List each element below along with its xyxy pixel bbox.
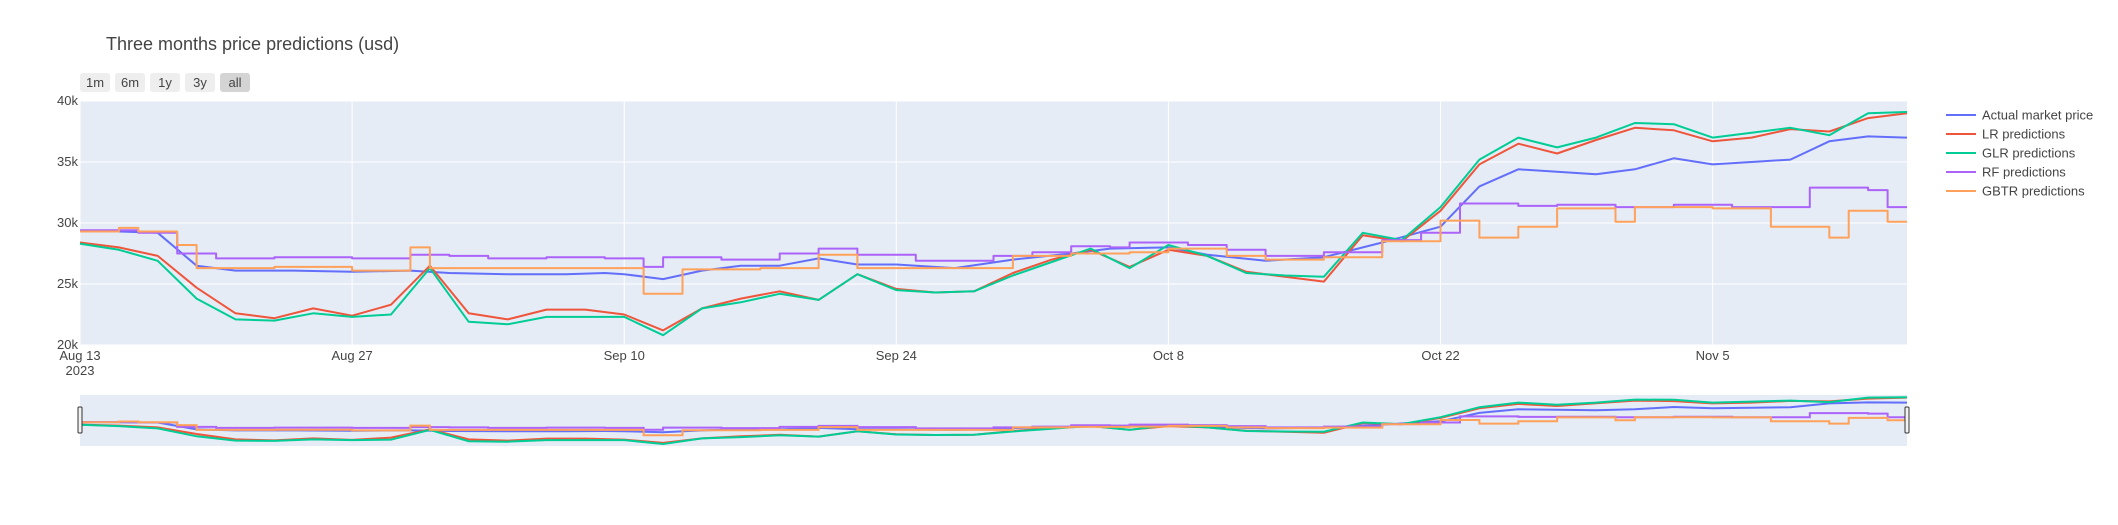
series-line-glr-predictions[interactable] bbox=[80, 111, 1907, 337]
legend-label: GLR predictions bbox=[1982, 146, 2076, 161]
y-tick-label: 25k bbox=[57, 276, 78, 291]
range-button-label: 1y bbox=[158, 75, 172, 90]
series-line-lr-predictions[interactable] bbox=[80, 112, 1907, 332]
range-button-6m[interactable]: 6m bbox=[115, 73, 145, 92]
x-tick-label: Nov 5 bbox=[1696, 348, 1730, 363]
x-tick-label: Aug 27 bbox=[332, 348, 373, 363]
series-line-gbtr-predictions[interactable] bbox=[80, 206, 1907, 295]
legend-label: RF predictions bbox=[1982, 165, 2066, 180]
series-layer bbox=[80, 111, 1907, 337]
x-tick-sublabel: 2023 bbox=[66, 363, 95, 378]
legend-item-glr-predictions[interactable]: GLR predictions bbox=[1946, 146, 2076, 161]
range-button-label: all bbox=[228, 75, 241, 90]
legend-item-actual-market-price[interactable]: Actual market price bbox=[1946, 108, 2093, 123]
range-slider-handles[interactable] bbox=[77, 406, 1910, 434]
legend-label: Actual market price bbox=[1982, 108, 2093, 123]
range-handle-right[interactable] bbox=[1904, 406, 1910, 434]
y-tick-label: 40k bbox=[57, 93, 78, 108]
range-slider-series-line-gbtr-predictions bbox=[80, 416, 1907, 437]
y-tick-label: 30k bbox=[57, 215, 78, 230]
x-tick-label: Sep 24 bbox=[876, 348, 917, 363]
legend-label: GBTR predictions bbox=[1982, 184, 2085, 199]
range-button-all[interactable]: all bbox=[220, 73, 250, 92]
range-slider-series-line-glr-predictions bbox=[79, 396, 1908, 446]
y-tick-label: 20k bbox=[57, 337, 78, 352]
y-tick-label: 35k bbox=[57, 154, 78, 169]
x-tick-label: Oct 22 bbox=[1421, 348, 1459, 363]
legend-label: LR predictions bbox=[1982, 127, 2066, 142]
range-selector: 1m 6m 1y 3y all bbox=[80, 73, 250, 92]
x-tick-label: Oct 8 bbox=[1153, 348, 1184, 363]
range-button-label: 3y bbox=[193, 75, 207, 90]
range-slider-series bbox=[79, 396, 1908, 446]
range-button-1m[interactable]: 1m bbox=[80, 73, 110, 92]
chart-title: Three months price predictions (usd) bbox=[106, 34, 399, 54]
legend-item-lr-predictions[interactable]: LR predictions bbox=[1946, 127, 2066, 142]
y-axis: 20k 25k 30k 35k 40k bbox=[57, 93, 78, 352]
range-handle-left[interactable] bbox=[77, 406, 83, 434]
x-tick-label: Sep 10 bbox=[604, 348, 645, 363]
legend: Actual market price LR predictions GLR pre… bbox=[1946, 108, 2093, 199]
range-button-3y[interactable]: 3y bbox=[185, 73, 215, 92]
range-button-label: 6m bbox=[121, 75, 139, 90]
range-button-1y[interactable]: 1y bbox=[150, 73, 180, 92]
legend-item-rf-predictions[interactable]: RF predictions bbox=[1946, 165, 2066, 180]
x-tick-label: Aug 13 bbox=[59, 348, 100, 363]
legend-item-gbtr-predictions[interactable]: GBTR predictions bbox=[1946, 184, 2085, 199]
range-button-label: 1m bbox=[86, 75, 104, 90]
